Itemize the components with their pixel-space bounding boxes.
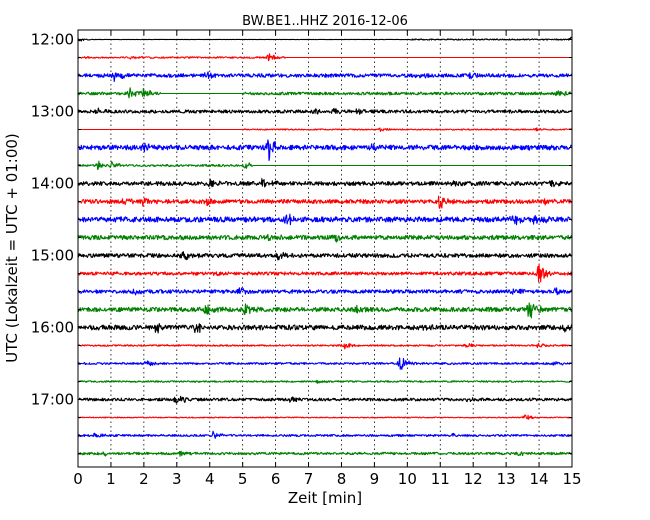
x-tick-label: 6 bbox=[271, 470, 281, 488]
chart-title: BW.BE1..HHZ 2016-12-06 bbox=[242, 14, 408, 29]
trace-line bbox=[77, 53, 572, 62]
y-axis: 12:00 13:00 14:00 15:00 16:00 17:00 bbox=[31, 31, 572, 454]
trace-line bbox=[78, 127, 573, 132]
x-tick-label: 12 bbox=[464, 470, 483, 488]
y-tick-label: 12:00 bbox=[31, 31, 74, 49]
x-tick-label: 7 bbox=[304, 470, 314, 488]
trace-line bbox=[77, 263, 573, 283]
plot-frame bbox=[77, 29, 573, 468]
trace-line bbox=[77, 36, 573, 42]
trace-line bbox=[77, 107, 573, 115]
trace-line bbox=[77, 251, 573, 261]
trace-line bbox=[77, 71, 573, 82]
x-tick-label: 8 bbox=[337, 470, 347, 488]
x-axis: 0 1 2 3 4 5 6 7 8 9 10 11 12 13 14 15 bbox=[73, 30, 582, 488]
trace-line bbox=[77, 430, 573, 439]
x-tick-label: 3 bbox=[172, 470, 182, 488]
y-tick-label: 15:00 bbox=[31, 247, 74, 265]
trace-line bbox=[77, 195, 573, 209]
y-tick-label: 17:00 bbox=[31, 391, 74, 409]
trace-line bbox=[77, 342, 573, 350]
y-tick-label: 14:00 bbox=[31, 175, 74, 193]
trace-line bbox=[77, 450, 573, 457]
trace-line bbox=[77, 287, 573, 296]
x-tick-label: 10 bbox=[398, 470, 417, 488]
x-tick-label: 5 bbox=[238, 470, 248, 488]
trace-line bbox=[77, 379, 573, 384]
x-tick-label: 15 bbox=[562, 470, 581, 488]
trace-line bbox=[77, 302, 573, 319]
x-tick-label: 11 bbox=[431, 470, 450, 488]
x-tick-label: 9 bbox=[370, 470, 380, 488]
trace-line bbox=[77, 178, 573, 188]
trace-line bbox=[77, 357, 573, 370]
trace-line bbox=[77, 322, 573, 334]
x-tick-label: 1 bbox=[106, 470, 116, 488]
trace-line bbox=[77, 139, 573, 162]
x-tick-label: 14 bbox=[530, 470, 549, 488]
y-tick-label: 16:00 bbox=[31, 319, 74, 337]
trace-line bbox=[77, 414, 573, 420]
trace-line bbox=[77, 87, 573, 99]
trace-line bbox=[77, 160, 572, 171]
x-axis-label: Zeit [min] bbox=[288, 489, 362, 507]
y-axis-label: UTC (Lokalzeit = UTC + 01:00) bbox=[3, 133, 21, 363]
x-tick-label: 4 bbox=[205, 470, 215, 488]
y-tick-label: 13:00 bbox=[31, 103, 74, 121]
x-tick-label: 0 bbox=[73, 470, 83, 488]
trace-line bbox=[77, 233, 573, 243]
trace-line bbox=[77, 213, 573, 226]
grid-lines bbox=[110, 30, 540, 467]
x-tick-label: 2 bbox=[139, 470, 149, 488]
trace-line bbox=[77, 395, 573, 404]
trace-group bbox=[77, 36, 573, 457]
x-tick-label: 13 bbox=[497, 470, 516, 488]
